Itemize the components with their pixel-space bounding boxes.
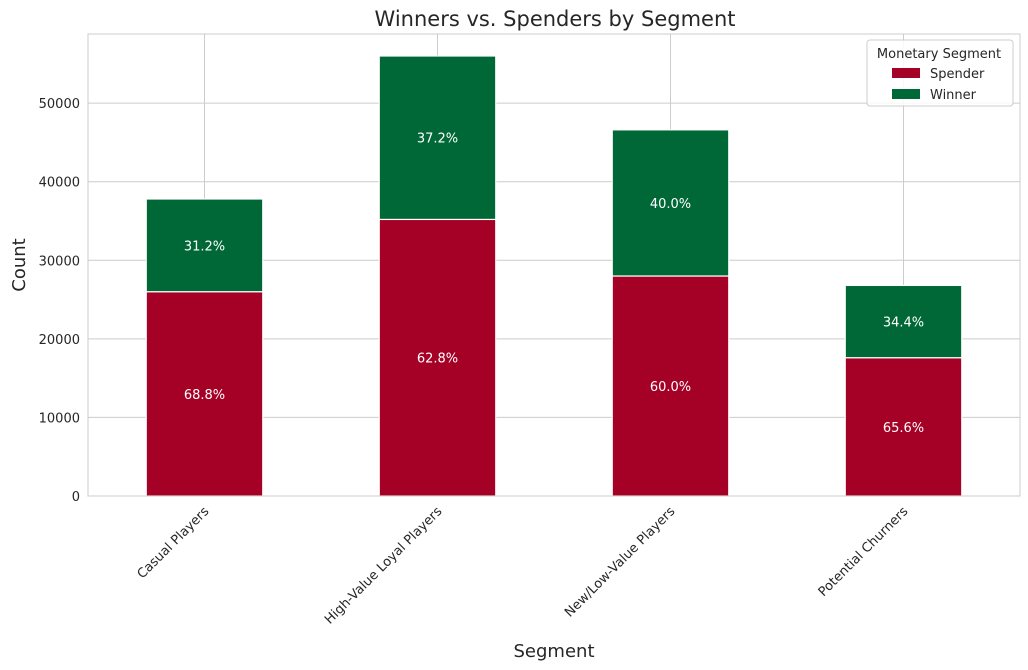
- legend-label-winner: Winner: [930, 88, 977, 103]
- legend: Monetary Segment Spender Winner: [866, 39, 1014, 107]
- bar-winner-casual-players: [145, 198, 264, 293]
- data-label-spender-potential-churners: 65.6%: [883, 421, 924, 436]
- x-tick-label-new-low-value-players: New/Low-Value Players: [562, 504, 678, 620]
- chart-title: Winners vs. Spenders by Segment: [375, 7, 736, 31]
- x-tick-label-casual-players: Casual Players: [135, 504, 213, 582]
- legend-label-spender: Spender: [930, 67, 985, 82]
- x-ticks: Casual Players High-Value Loyal Players Ne…: [135, 504, 912, 627]
- legend-title: Monetary Segment: [877, 47, 1001, 62]
- bar-winner-new-low-value-players: [611, 129, 730, 277]
- legend-swatch-spender: [892, 68, 920, 78]
- data-label-winner-potential-churners: 34.4%: [883, 316, 924, 331]
- bar-spender-new-low-value-players: [611, 275, 730, 497]
- data-label-winner-new-low-value-players: 40.0%: [650, 197, 691, 212]
- data-label-winner-casual-players: 31.2%: [184, 239, 225, 254]
- data-label-spender-casual-players: 68.8%: [184, 388, 225, 403]
- data-label-winner-high-value-loyal-players: 37.2%: [417, 132, 458, 147]
- x-axis-title: Segment: [514, 641, 595, 662]
- data-label-spender-new-low-value-players: 60.0%: [650, 380, 691, 395]
- y-tick-label: 20000: [39, 333, 80, 348]
- y-tick-label: 10000: [39, 411, 80, 426]
- bar-spender-potential-churners: [844, 357, 963, 497]
- bars: [145, 55, 963, 497]
- x-tick-label-high-value-loyal-players: High-Value Loyal Players: [322, 504, 445, 627]
- legend-swatch-winner: [892, 89, 920, 99]
- y-tick-label: 30000: [39, 254, 80, 269]
- segment-labels: 68.8% 31.2% 62.8% 37.2% 60.0% 40.0% 65.6% 34.4%: [184, 132, 924, 436]
- y-ticks: 0 10000 20000 30000 40000 50000: [39, 97, 80, 505]
- y-tick-label: 0: [72, 490, 80, 505]
- x-tick-label-potential-churners: Potential Churners: [816, 504, 912, 600]
- y-axis-title: Count: [9, 238, 30, 291]
- y-tick-label: 40000: [39, 176, 80, 191]
- plot-frame: [87, 33, 1021, 497]
- y-tick-label: 50000: [39, 97, 80, 112]
- data-label-spender-high-value-loyal-players: 62.8%: [417, 352, 458, 367]
- bar-winner-high-value-loyal-players: [378, 55, 497, 221]
- bar-winner-potential-churners: [844, 284, 963, 359]
